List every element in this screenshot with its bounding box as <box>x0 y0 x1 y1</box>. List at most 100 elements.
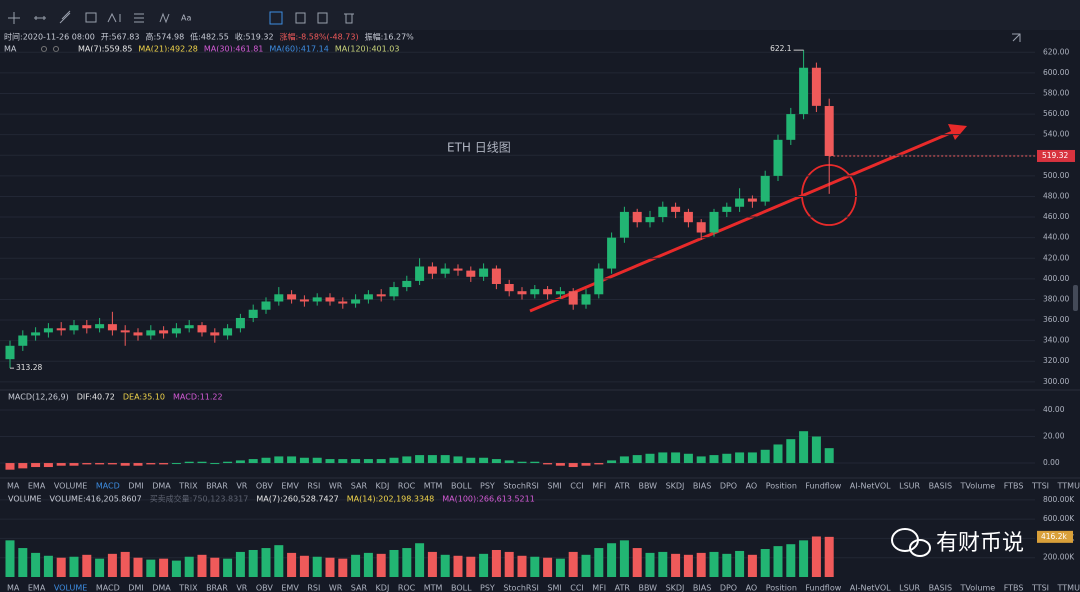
delete-icon[interactable] <box>344 13 354 24</box>
macd-bar <box>82 463 92 465</box>
indicator-tab[interactable]: PSY <box>480 482 495 491</box>
active-tool-icon[interactable] <box>269 11 283 25</box>
indicator-tab[interactable]: RSI <box>307 584 320 592</box>
indicator-tab[interactable]: MFI <box>592 482 606 491</box>
indicator-tab[interactable]: WR <box>329 584 343 592</box>
indicator-tab[interactable]: DMI <box>128 584 143 592</box>
indicator-tab[interactable]: CCI <box>570 482 584 491</box>
indicator-tab[interactable]: MTM <box>424 482 443 491</box>
y-tick-label: 800.00K <box>1043 495 1075 504</box>
crosshair-icon[interactable] <box>8 12 20 24</box>
indicator-tab[interactable]: SAR <box>351 482 368 491</box>
indicator-tab[interactable]: SMI <box>547 482 561 491</box>
y-tick-label: 600.00 <box>1043 68 1069 77</box>
indicator-tab[interactable]: BOLL <box>451 482 472 491</box>
ma-value: MA(21):492.28 <box>138 45 197 54</box>
indicator-tab[interactable]: BASIS <box>929 482 952 491</box>
copy-icon[interactable] <box>295 12 306 24</box>
indicator-tab[interactable]: Position <box>766 584 797 592</box>
indicator-tab[interactable]: SKDJ <box>666 584 685 592</box>
indicator-tab[interactable]: TVolume <box>960 482 996 491</box>
indicator-tab[interactable]: Position <box>766 482 797 491</box>
indicator-tab[interactable]: DMA <box>152 482 171 491</box>
indicator-tab[interactable]: BOLL <box>451 584 472 592</box>
wave-icon[interactable] <box>159 12 170 24</box>
indicator-tab[interactable]: CCI <box>570 584 584 592</box>
indicator-tab[interactable]: FTBS <box>1004 584 1024 592</box>
indicator-tab[interactable]: AI-NetVOL <box>850 482 891 491</box>
indicator-tab[interactable]: BRAR <box>206 584 228 592</box>
fib-icon[interactable] <box>134 13 144 23</box>
indicator-tab[interactable]: AO <box>746 584 758 592</box>
indicator-tab[interactable]: VOLUME <box>54 584 88 592</box>
indicator-tab[interactable]: MTM <box>424 584 443 592</box>
indicator-tab[interactable]: BRAR <box>206 482 228 491</box>
indicator-tab[interactable]: ROC <box>398 482 416 491</box>
indicator-tab[interactable]: StochRSI <box>503 482 539 491</box>
indicator-tab[interactable]: PSY <box>480 584 495 592</box>
indicator-tab[interactable]: SKDJ <box>666 482 685 491</box>
indicator-tab[interactable]: LSUR <box>899 584 920 592</box>
indicator-tab[interactable]: WR <box>329 482 343 491</box>
indicator-tab[interactable]: TTMU <box>1057 584 1080 592</box>
y-tick-label: 420.00 <box>1043 253 1069 262</box>
indicator-tab[interactable]: MACD <box>96 482 120 491</box>
toolbar-icons[interactable] <box>8 10 1021 42</box>
toolbar[interactable] <box>0 0 1080 30</box>
indicator-tab[interactable]: MA <box>7 482 20 491</box>
indicator-tab[interactable]: KDJ <box>376 584 390 592</box>
indicator-tab[interactable]: SMI <box>547 584 561 592</box>
expand-icon[interactable] <box>1012 33 1021 42</box>
indicator-tab[interactable]: ATR <box>615 482 631 491</box>
indicator-tab[interactable]: FTBS <box>1004 482 1024 491</box>
toolbar-font-icon[interactable]: Aa <box>181 14 191 23</box>
indicator-tab[interactable]: Fundflow <box>805 584 841 592</box>
indicator-tab[interactable]: BIAS <box>693 482 711 491</box>
indicator-tab[interactable]: BBW <box>638 584 657 592</box>
indicator-tab[interactable]: TVolume <box>960 584 996 592</box>
indicator-tab[interactable]: TRIX <box>178 584 198 592</box>
indicator-tab[interactable]: TTSI <box>1031 584 1049 592</box>
indicator-tab[interactable]: StochRSI <box>503 584 539 592</box>
indicator-tab[interactable]: OBV <box>256 482 274 491</box>
indicator-tab[interactable]: VOLUME <box>54 482 88 491</box>
indicator-tab[interactable]: DMA <box>152 584 171 592</box>
indicator-tab[interactable]: EMV <box>281 584 299 592</box>
indicator-tab[interactable]: RSI <box>307 482 320 491</box>
indicator-tab[interactable]: SAR <box>351 584 368 592</box>
indicator-tab[interactable]: BBW <box>638 482 657 491</box>
indicator-tab[interactable]: ROC <box>398 584 416 592</box>
indicator-tab[interactable]: LSUR <box>899 482 920 491</box>
indicator-tab[interactable]: BIAS <box>693 584 711 592</box>
indicator-tab[interactable]: MACD <box>96 584 120 592</box>
indicator-tab[interactable]: OBV <box>256 584 274 592</box>
pattern-icon[interactable] <box>107 12 121 23</box>
candle-body <box>82 325 92 329</box>
watermark-text: 有财币说 <box>936 531 1024 556</box>
indicator-tab[interactable]: TRIX <box>178 482 198 491</box>
indicator-tab[interactable]: DPO <box>720 482 737 491</box>
indicator-tab[interactable]: DMI <box>128 482 143 491</box>
indicator-tab[interactable]: AO <box>746 482 758 491</box>
indicator-tab[interactable]: EMA <box>28 584 46 592</box>
indicator-tab[interactable]: TTMU <box>1057 482 1080 491</box>
indicator-tab[interactable]: BASIS <box>929 584 952 592</box>
indicator-tab[interactable]: ATR <box>615 584 631 592</box>
volume-legend: VOLUME:416,205.8607 <box>50 495 142 504</box>
indicator-tab[interactable]: VR <box>236 482 247 491</box>
channel-icon[interactable] <box>59 10 71 24</box>
indicator-tab[interactable]: MA <box>7 584 20 592</box>
indicator-tab[interactable]: AI-NetVOL <box>850 584 891 592</box>
indicator-tab[interactable]: KDJ <box>376 482 390 491</box>
line-icon[interactable] <box>34 16 46 20</box>
indicator-tab[interactable]: MFI <box>592 584 606 592</box>
indicator-tab[interactable]: EMV <box>281 482 299 491</box>
macd-bar <box>146 463 156 465</box>
indicator-tab[interactable]: Fundflow <box>805 482 841 491</box>
indicator-tab[interactable]: EMA <box>28 482 46 491</box>
paste-icon[interactable] <box>317 12 328 24</box>
shape-icon[interactable] <box>85 12 97 23</box>
indicator-tab[interactable]: DPO <box>720 584 737 592</box>
indicator-tab[interactable]: VR <box>236 584 247 592</box>
indicator-tab[interactable]: TTSI <box>1031 482 1049 491</box>
